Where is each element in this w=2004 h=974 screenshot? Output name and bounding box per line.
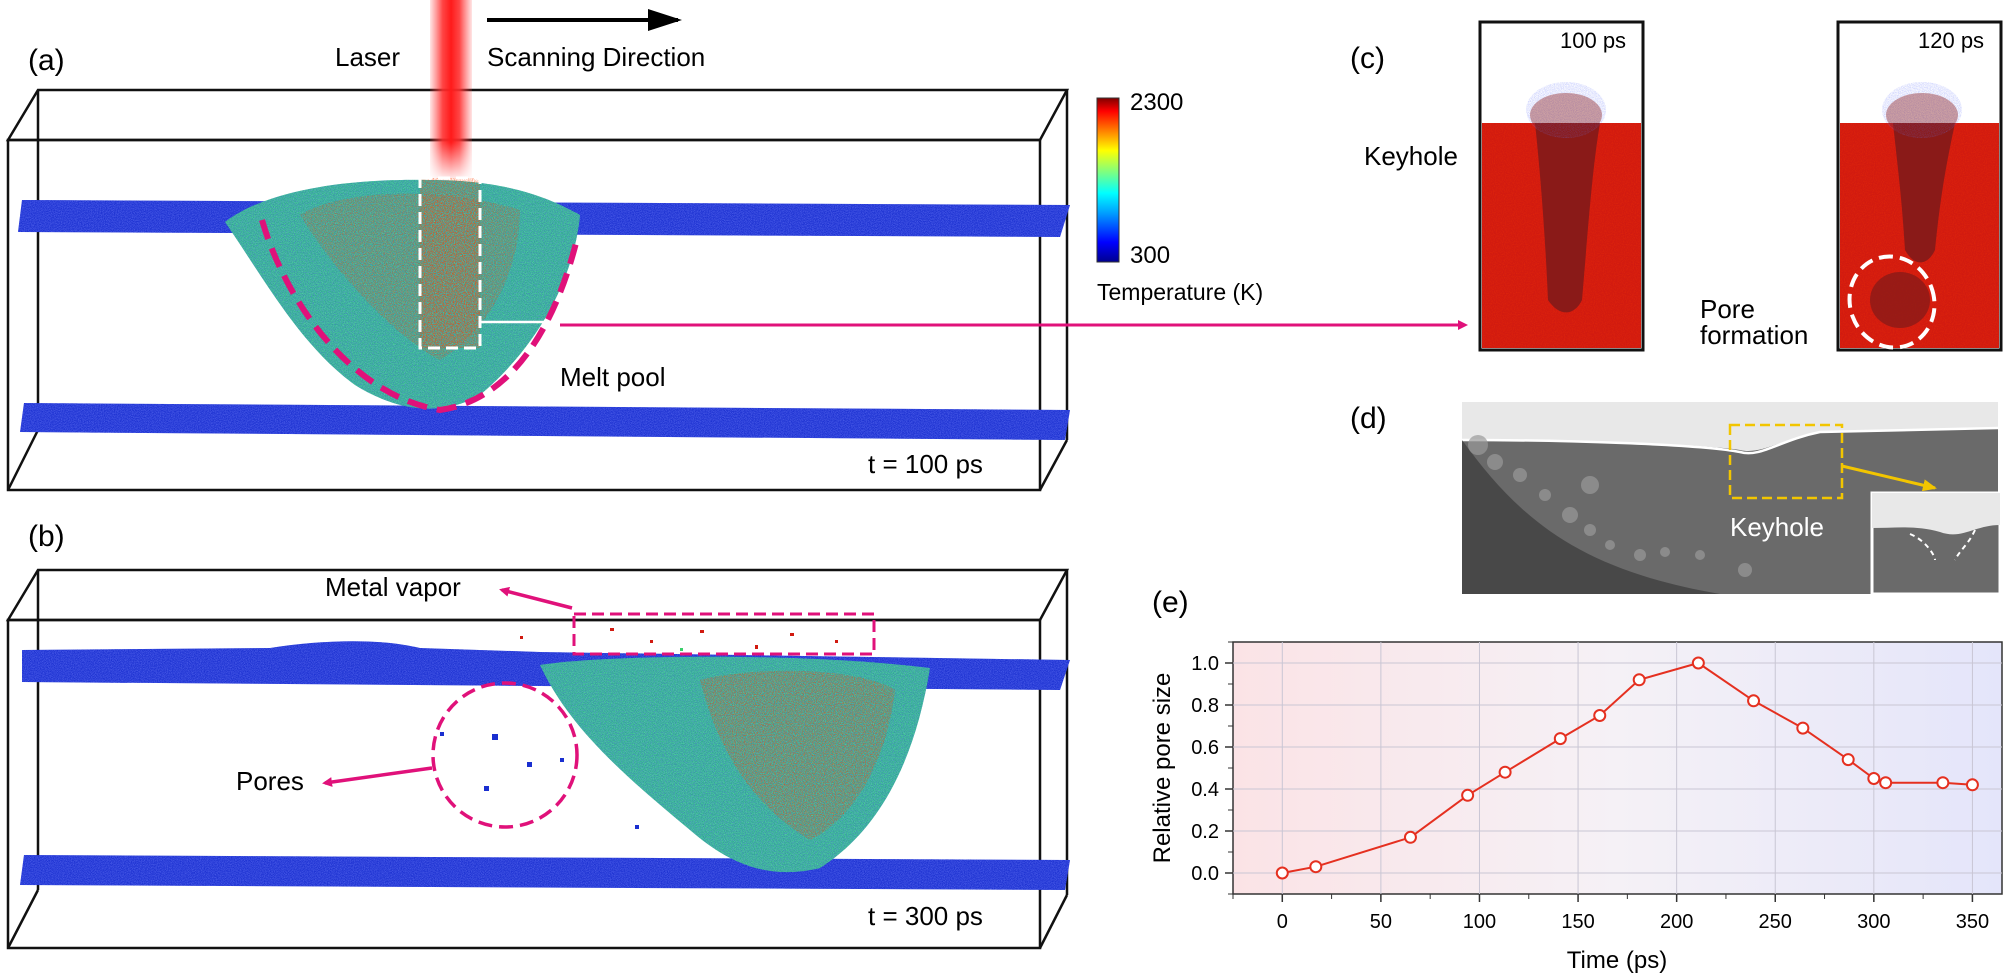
- chart-data-point: [1841, 753, 1855, 767]
- chart-x-tick-label: 200: [1660, 911, 1693, 933]
- chart-data-point: [1461, 788, 1475, 802]
- pore-particles: [440, 732, 639, 829]
- pores-arrow: [322, 766, 433, 787]
- pore-formation-label-1: Pore: [1700, 294, 1755, 324]
- chart-y-ticks: 0.0 0.2 0.4 0.6 0.8 1.0: [1191, 641, 1233, 895]
- chart-data-point: [1553, 732, 1567, 746]
- chart-x-tick-label: 150: [1561, 911, 1594, 933]
- metal-vapor-arrow: [499, 586, 573, 610]
- chart-y-label: Relative pore size: [1149, 673, 1176, 864]
- melt-pool-a: [225, 178, 580, 409]
- keyhole-frame-120ps: [1836, 20, 2003, 352]
- bottom-atom-layer-b: [20, 855, 1070, 890]
- chart-data-point: [1498, 765, 1512, 779]
- pores-label: Pores: [236, 766, 304, 796]
- time-label-c-left: 100 ps: [1560, 28, 1626, 53]
- melt-pool-boundary: [259, 219, 581, 414]
- melt-pool-b: [540, 656, 930, 873]
- panel-d: (d) Keyhole: [1350, 402, 2002, 596]
- scanning-direction-label: Scanning Direction: [487, 42, 705, 72]
- panel-a-label: (a): [28, 44, 65, 77]
- metal-vapor-box: [572, 612, 876, 656]
- keyhole-zoom-arrow: [1841, 464, 1937, 492]
- time-label-a: t = 100 ps: [868, 449, 983, 479]
- chart-data-point: [1965, 778, 1979, 792]
- colorbar-gradient: [1096, 97, 1120, 263]
- chart-gridlines: [1233, 642, 2002, 894]
- chart-x-tick-label: 350: [1956, 911, 1989, 933]
- colorbar: 2300 300 Temperature (K): [1096, 89, 1263, 305]
- laser-label: Laser: [335, 42, 400, 72]
- sem-image: Keyhole: [1461, 402, 2002, 596]
- chart-y-tick-label: 1.0: [1191, 653, 1219, 675]
- chart-data-point: [1747, 694, 1761, 708]
- chart-x-tick-label: 0: [1277, 911, 1288, 933]
- chart-x-tick-label: 300: [1857, 911, 1890, 933]
- bottom-atom-layer-a: [20, 403, 1070, 440]
- vapor-particles: [520, 628, 838, 651]
- panel-e-label: (e): [1152, 586, 1189, 619]
- time-label-b: t = 300 ps: [868, 901, 983, 931]
- keyhole-box-a: [418, 176, 482, 350]
- metal-vapor-label: Metal vapor: [325, 572, 461, 602]
- pore-formation-label-2: formation: [1700, 320, 1808, 350]
- chart-data-point: [1796, 721, 1810, 735]
- chart-data-point: [1936, 776, 1950, 790]
- chart-y-tick-label: 0.6: [1191, 737, 1219, 759]
- chart-data-point: [1867, 772, 1881, 785]
- keyhole-box-d: [1728, 423, 1844, 500]
- chart-x-ticks: 0 50 100 150 200 250 300 350: [1232, 894, 1989, 933]
- melt-pool-label: Melt pool: [560, 362, 666, 392]
- chart-data-point: [1632, 673, 1646, 687]
- chart-x-tick-label: 50: [1370, 911, 1392, 933]
- chart-data-point: [1309, 860, 1323, 874]
- colorbar-title: Temperature (K): [1097, 279, 1263, 305]
- colorbar-min: 300: [1130, 242, 1170, 269]
- panel-d-label: (d): [1350, 402, 1387, 435]
- chart-x-tick-label: 250: [1759, 911, 1792, 933]
- chart-data-point: [1275, 866, 1289, 880]
- panel-c-label: (c): [1350, 42, 1385, 75]
- time-label-c-right: 120 ps: [1918, 28, 1984, 53]
- panel-c: (c) 100 ps 120 ps Keyhole Pore formation: [1350, 20, 2003, 352]
- panel-e: (e) 0 50 100 150 200 250 300 350 0.00.20.40.60.…: [1149, 586, 2003, 974]
- keyhole-frame-100ps: [1478, 20, 1645, 352]
- keyhole-label-c: Keyhole: [1364, 141, 1458, 171]
- chart-data-point: [1593, 709, 1607, 722]
- panel-b: (b) M: [5, 520, 1070, 950]
- panel-a: (a): [5, 0, 1468, 492]
- panel-b-label: (b): [28, 520, 65, 553]
- chart-data-point: [1879, 776, 1893, 790]
- keyhole-inset: [1870, 491, 2002, 596]
- chart-y-tick-label: 0.2: [1191, 821, 1219, 843]
- keyhole-label-d: Keyhole: [1730, 512, 1824, 542]
- pores-circle: [431, 681, 579, 829]
- pore-formation-circle: [1847, 254, 1937, 350]
- chart-y-tick-label: 0.0: [1191, 863, 1219, 885]
- chart-y-tick-label: 0.8: [1191, 695, 1219, 717]
- chart-x-label: Time (ps): [1567, 947, 1667, 974]
- laser-beam: [430, 0, 472, 178]
- chart-x-tick-label: 100: [1463, 911, 1496, 933]
- chart-y-tick-label: 0.4: [1191, 779, 1219, 801]
- chart-data-points: [1275, 656, 1979, 880]
- colorbar-max: 2300: [1130, 89, 1183, 116]
- chart-data-point: [1691, 656, 1705, 670]
- simulation-box-b: [5, 568, 1070, 950]
- chart-data-point: [1403, 830, 1417, 844]
- line-chart: 0 50 100 150 200 250 300 350 0.0 0.2 0.4 0.6 0.8 1.0…: [1149, 641, 2003, 974]
